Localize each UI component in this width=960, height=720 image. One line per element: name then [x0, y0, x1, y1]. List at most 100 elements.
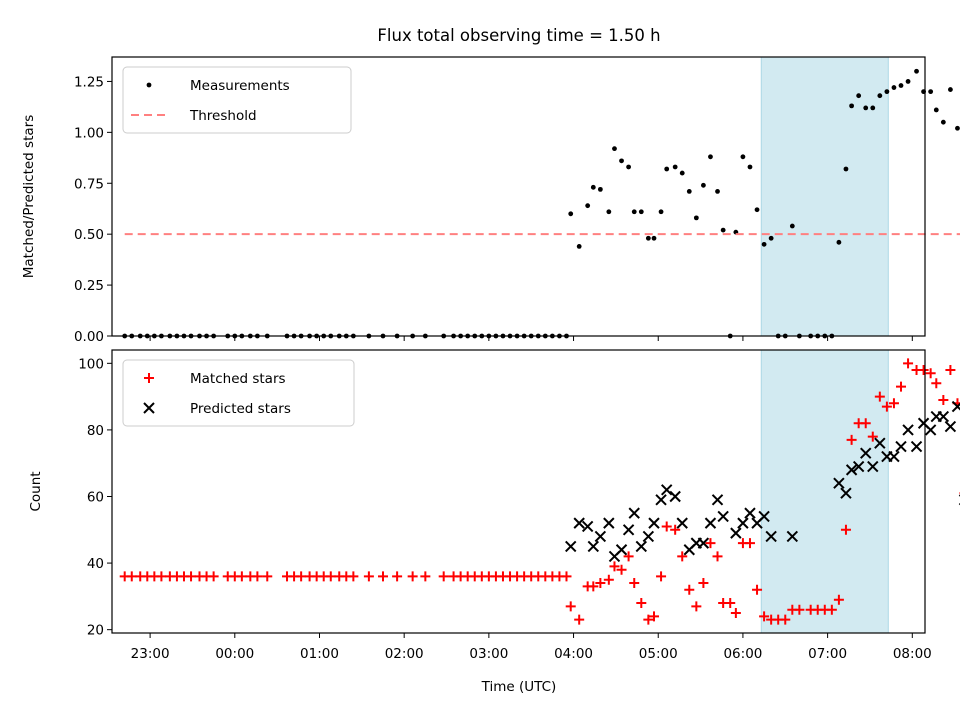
- top-data-point: [768, 235, 774, 241]
- bottom-predicted-point: [660, 484, 673, 496]
- bottom-predicted-point: [852, 460, 865, 473]
- top-y-tick-label: 1.00: [74, 125, 104, 141]
- bottom-matched-point: [759, 611, 770, 622]
- top-data-point: [928, 89, 934, 95]
- bottom-matched-point: [392, 571, 403, 582]
- bottom-matched-point: [833, 594, 844, 605]
- bottom-matched-point: [730, 608, 741, 619]
- bottom-predicted-point: [587, 540, 600, 553]
- bottom-matched-point: [262, 571, 273, 582]
- top-data-point: [708, 154, 713, 160]
- bottom-matched-point: [794, 604, 805, 615]
- bottom-matched-point: [616, 564, 627, 575]
- bottom-predicted-point: [874, 437, 886, 449]
- bottom-predicted-point: [697, 537, 710, 549]
- bottom-y-tick-label: 20: [87, 623, 104, 639]
- bottom-panel: 20 40 60 80 100 23:00 00:00 01:00 02:00 03:00 04:0…: [28, 349, 960, 662]
- top-data-point: [606, 209, 612, 215]
- bottom-matched-point: [661, 521, 672, 532]
- bottom-matched-point: [126, 571, 137, 582]
- top-legend-label: Measurements: [190, 78, 290, 94]
- bottom-legend-label: Matched stars: [190, 371, 286, 387]
- x-axis-label: Time (UTC): [481, 679, 557, 695]
- bottom-matched-point: [670, 524, 681, 535]
- top-data-point: [933, 107, 939, 113]
- top-data-point: [940, 119, 946, 125]
- top-data-point: [679, 170, 685, 176]
- bottom-predicted-point: [655, 494, 667, 506]
- bottom-matched-point: [636, 598, 647, 609]
- x-tick-label: 01:00: [300, 646, 339, 662]
- bottom-matched-point: [846, 434, 857, 445]
- bottom-matched-point: [840, 524, 851, 535]
- bottom-matched-point: [643, 614, 654, 625]
- bottom-predicted-point: [615, 544, 628, 556]
- top-data-point: [877, 93, 883, 99]
- top-data-point: [590, 184, 596, 190]
- top-y-tick-label: 0.25: [74, 278, 104, 294]
- bottom-matched-point: [903, 358, 914, 369]
- bottom-y-tick-label: 40: [87, 556, 104, 572]
- x-tick-label: 03:00: [469, 646, 508, 662]
- top-data-point: [568, 211, 574, 217]
- bottom-predicted-point: [944, 420, 957, 433]
- bottom-matched-point: [603, 574, 614, 585]
- bottom-matched-point: [574, 614, 585, 625]
- bottom-matched-point: [744, 538, 755, 549]
- bottom-y-tick-label: 100: [78, 356, 104, 372]
- bottom-predicted-point: [676, 517, 688, 529]
- bottom-series-predicted-stars: [565, 400, 960, 563]
- bottom-predicted-point: [867, 460, 879, 473]
- x-tick-label: 04:00: [554, 646, 593, 662]
- bottom-matched-point: [656, 571, 667, 582]
- bottom-predicted-point: [603, 517, 615, 529]
- bottom-predicted-point: [744, 507, 756, 519]
- bottom-predicted-point: [717, 510, 729, 523]
- top-data-point: [686, 189, 692, 194]
- top-data-point: [720, 227, 726, 233]
- bottom-matched-point: [609, 561, 620, 572]
- top-data-point: [905, 79, 911, 84]
- top-data-point: [585, 203, 591, 209]
- bottom-matched-point: [881, 401, 892, 412]
- top-data-point: [754, 207, 760, 213]
- top-data-point: [693, 215, 699, 221]
- bottom-matched-point: [252, 571, 263, 582]
- bottom-matched-point: [629, 578, 640, 589]
- top-data-point: [849, 103, 855, 109]
- top-data-point: [701, 182, 706, 188]
- bottom-matched-point: [874, 391, 885, 402]
- bottom-predicted-point: [786, 530, 799, 543]
- top-data-point: [638, 209, 644, 215]
- top-data-point: [898, 83, 904, 88]
- bottom-matched-point: [208, 571, 219, 582]
- bottom-matched-point: [938, 394, 949, 405]
- bottom-predicted-point: [765, 530, 777, 543]
- top-data-point: [747, 164, 753, 170]
- bottom-legend: Matched stars Predicted stars: [122, 359, 355, 427]
- top-data-point: [914, 68, 919, 74]
- top-data-point: [619, 158, 624, 164]
- bottom-predicted-point: [628, 507, 640, 519]
- bottom-axes-frame: [111, 349, 926, 634]
- top-data-point: [672, 164, 678, 170]
- bottom-predicted-point: [924, 424, 937, 436]
- top-data-point: [740, 154, 746, 160]
- top-data-point: [651, 235, 657, 241]
- x-tick-label: 07:00: [808, 646, 847, 662]
- bottom-predicted-point: [565, 540, 577, 553]
- bottom-matched-point: [725, 598, 736, 609]
- top-y-tick-label: 0.00: [74, 329, 104, 345]
- bottom-matched-point: [677, 551, 688, 562]
- bottom-predicted-point: [594, 530, 607, 543]
- bottom-predicted-point: [895, 440, 907, 453]
- top-y-tick-label: 0.75: [74, 176, 104, 192]
- bottom-matched-point: [438, 571, 449, 582]
- top-data-point: [891, 85, 897, 90]
- top-legend-marker: [146, 82, 152, 88]
- bottom-predicted-point: [888, 450, 900, 463]
- top-panel: 0.00 0.25 0.50 0.75 1.00 1.25 Matched/Predicte…: [21, 56, 960, 345]
- bottom-legend-marker: [144, 373, 154, 383]
- bottom-y-tick-label: 80: [87, 423, 104, 439]
